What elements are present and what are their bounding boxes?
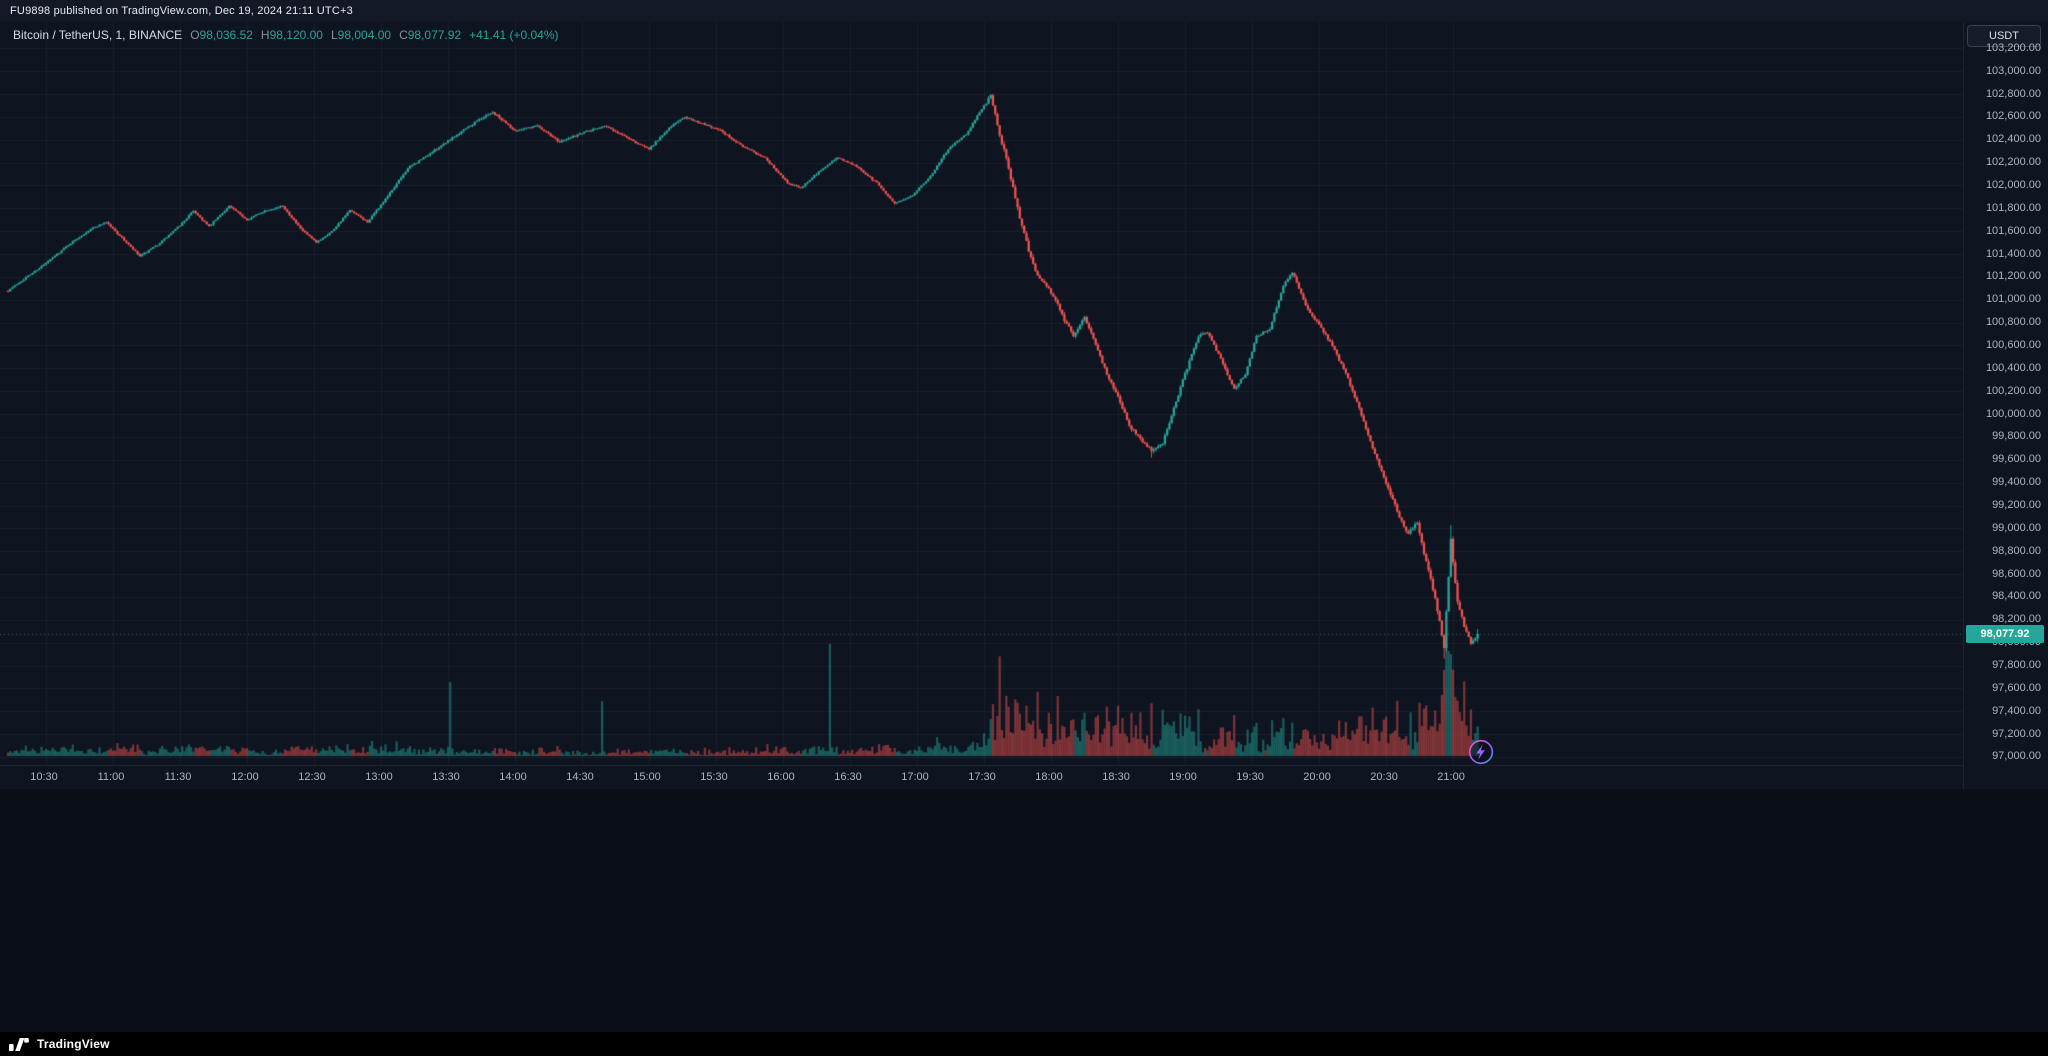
price-tick-label: 97,400.00 <box>1992 704 2041 717</box>
price-tick-label: 100,200.00 <box>1985 384 2041 397</box>
price-tick-label: 98,400.00 <box>1992 590 2041 603</box>
time-tick-label: 18:30 <box>1102 771 1130 783</box>
price-tick-label: 101,400.00 <box>1985 247 2041 260</box>
time-scale: 10:30 11:00 11:30 12:00 12:30 13:00 13:30 14:00… <box>0 765 1963 789</box>
price-scale: USDT 98,077.92 97,000.00 97,200.00 97,400.… <box>1963 22 2048 789</box>
price-tick-label: 103,000.00 <box>1985 64 2041 77</box>
close-label: C <box>399 28 408 42</box>
price-tick-label: 97,000.00 <box>1992 750 2041 763</box>
price-tick-label: 98,200.00 <box>1992 613 2041 626</box>
low-value: 98,004.00 <box>337 28 392 42</box>
time-tick-label: 16:30 <box>834 771 862 783</box>
footer-bar: TradingView <box>0 1032 2048 1056</box>
price-tick-label: 101,200.00 <box>1985 270 2041 283</box>
time-tick-label: 14:30 <box>566 771 594 783</box>
time-tick-label: 11:30 <box>164 771 192 783</box>
price-tick-label: 98,800.00 <box>1992 544 2041 557</box>
time-tick-label: 20:00 <box>1303 771 1331 783</box>
high-value: 98,120.00 <box>269 28 323 42</box>
symbol-legend: Bitcoin / TetherUS, 1, BINANCE O98,036.52… <box>13 28 559 42</box>
attribution-text: FU9898 published on TradingView.com, Dec… <box>10 5 353 17</box>
time-tick-label: 11:00 <box>97 771 125 783</box>
price-tick-label: 102,200.00 <box>1985 156 2041 169</box>
open-value: 98,036.52 <box>199 28 253 42</box>
price-tick-label: 99,200.00 <box>1992 499 2041 512</box>
price-tick-label: 97,800.00 <box>1992 659 2041 672</box>
lightning-icon <box>1468 739 1494 765</box>
price-tick-label: 101,000.00 <box>1985 293 2041 306</box>
tradingview-logo[interactable]: TradingView <box>9 1037 110 1051</box>
time-tick-label: 13:00 <box>365 771 393 783</box>
price-tick-label: 97,200.00 <box>1992 727 2041 740</box>
time-tick-label: 19:30 <box>1236 771 1264 783</box>
last-price-badge: 98,077.92 <box>1966 624 2044 643</box>
price-tick-label: 102,400.00 <box>1985 133 2041 146</box>
price-tick-label: 99,600.00 <box>1992 453 2041 466</box>
time-tick-label: 17:00 <box>901 771 929 783</box>
price-tick-label: 100,800.00 <box>1985 316 2041 329</box>
bottom-spacer <box>0 789 2048 1032</box>
price-tick-label: 97,600.00 <box>1992 681 2041 694</box>
currency-usdt-button[interactable]: USDT <box>1967 25 2041 47</box>
change-value: +41.41 (+0.04%) <box>469 28 559 42</box>
price-tick-label: 101,800.00 <box>1985 201 2041 214</box>
time-tick-label: 21:00 <box>1437 771 1465 783</box>
price-tick-label: 100,600.00 <box>1985 338 2041 351</box>
time-tick-label: 16:00 <box>767 771 795 783</box>
time-tick-label: 15:30 <box>700 771 728 783</box>
price-tick-label: 102,000.00 <box>1985 178 2041 191</box>
tradingview-logo-icon <box>9 1038 29 1051</box>
time-tick-label: 14:00 <box>499 771 527 783</box>
time-tick-label: 12:30 <box>298 771 326 783</box>
time-tick-label: 17:30 <box>968 771 996 783</box>
close-value: 98,077.92 <box>407 28 462 42</box>
price-tick-label: 102,800.00 <box>1985 87 2041 100</box>
price-tick-label: 98,600.00 <box>1992 567 2041 580</box>
open-label: O <box>190 28 200 42</box>
time-tick-label: 12:00 <box>231 771 259 783</box>
time-tick-label: 10:30 <box>30 771 58 783</box>
price-tick-label: 99,400.00 <box>1992 476 2041 489</box>
time-tick-label: 18:00 <box>1035 771 1063 783</box>
price-tick-label: 103,200.00 <box>1985 41 2041 54</box>
boost-lightning-button[interactable] <box>1468 739 1494 765</box>
time-tick-label: 13:30 <box>432 771 460 783</box>
time-tick-label: 19:00 <box>1169 771 1197 783</box>
chart-pane: Bitcoin / TetherUS, 1, BINANCE O98,036.52… <box>0 22 2048 789</box>
candlestick-chart-canvas <box>0 22 1963 765</box>
symbol-title: Bitcoin / TetherUS, 1, BINANCE <box>13 28 183 42</box>
price-tick-label: 99,800.00 <box>1992 430 2041 443</box>
attribution-bar: FU9898 published on TradingView.com, Dec… <box>0 0 2048 22</box>
price-tick-label: 100,400.00 <box>1985 361 2041 374</box>
price-tick-label: 102,600.00 <box>1985 110 2041 123</box>
high-label: H <box>260 28 270 42</box>
price-tick-label: 99,000.00 <box>1992 521 2041 534</box>
time-tick-label: 15:00 <box>633 771 661 783</box>
low-label: L <box>330 28 338 42</box>
tradingview-logo-text: TradingView <box>37 1037 110 1051</box>
time-tick-label: 20:30 <box>1370 771 1398 783</box>
price-tick-label: 100,000.00 <box>1985 407 2041 420</box>
price-tick-label: 101,600.00 <box>1985 224 2041 237</box>
